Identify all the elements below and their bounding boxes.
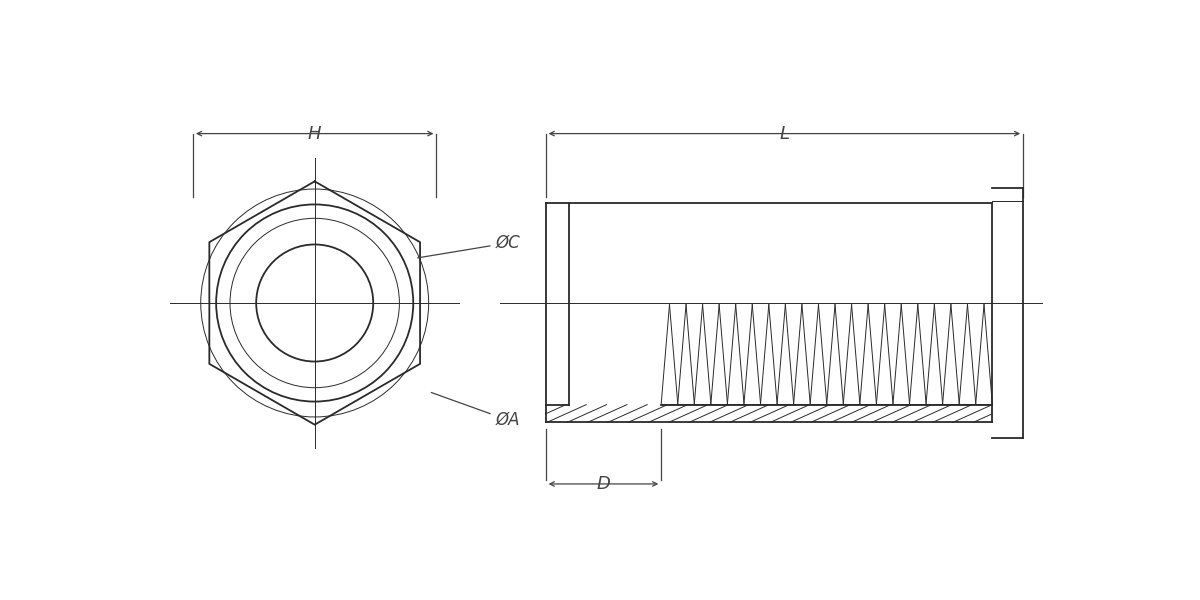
Text: H: H	[308, 125, 322, 143]
Text: ØC: ØC	[418, 234, 521, 258]
Text: D: D	[596, 475, 611, 493]
Text: ØA: ØA	[431, 392, 520, 429]
Text: L: L	[780, 125, 790, 143]
